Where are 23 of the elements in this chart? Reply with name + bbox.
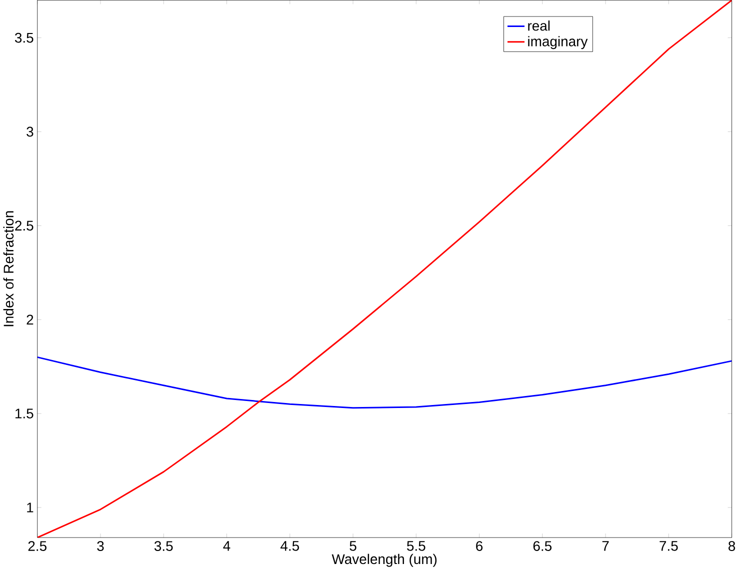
x-tick-label: 5.5: [407, 541, 426, 551]
x-tick-label: 4: [223, 541, 230, 551]
legend-label: real: [528, 20, 550, 31]
line-series: [37, 356, 732, 409]
x-tick-label: 5: [350, 541, 356, 551]
x-tick-label: 3.5: [154, 541, 173, 551]
line-series: [37, 0, 732, 538]
x-tick-label: 3: [97, 541, 104, 551]
x-tick-label: 8: [728, 541, 736, 551]
y-tick-label: 2: [26, 314, 34, 324]
x-tick-label: 7: [602, 541, 609, 551]
x-tick-label: 6.5: [533, 541, 552, 551]
y-tick-label: 1.5: [16, 408, 34, 418]
y-axis-title: Index of Refraction: [3, 211, 14, 326]
legend-label: imaginary: [528, 36, 588, 50]
x-tick-label: 4.5: [280, 541, 299, 551]
x-axis-title: Wavelength (um): [332, 554, 437, 567]
x-tick-label: 6: [476, 541, 483, 551]
y-tick-label: 3.5: [14, 32, 34, 43]
x-tick-label: 7.5: [660, 541, 678, 551]
y-tick-label: 3: [26, 126, 34, 137]
y-tick-label: 2.5: [15, 220, 34, 231]
y-tick-label: 1: [27, 502, 34, 512]
